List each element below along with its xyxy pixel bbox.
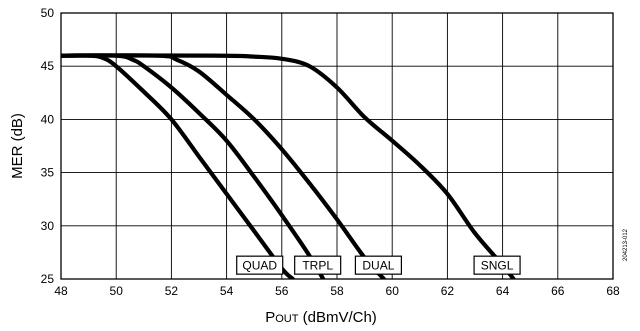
series-line-sngl: [61, 53, 516, 279]
y-tick-label: 45: [41, 59, 55, 73]
series-labels: QUAD TRPL DUAL SNGL: [236, 255, 521, 275]
x-axis-title: POUT (dBmV/Ch): [265, 309, 377, 326]
x-tick-label: 64: [496, 284, 510, 298]
series-label-text: DUAL: [362, 259, 394, 273]
x-axis-title-sub: OUT: [275, 313, 299, 325]
y-tick-label: 50: [41, 6, 55, 20]
x-axis-title-rest: (dBmV/Ch): [298, 309, 376, 326]
x-tick-label: 54: [220, 284, 234, 298]
x-tick-label: 48: [54, 284, 68, 298]
y-tick-label: 35: [41, 166, 55, 180]
y-tick-label: 40: [41, 112, 55, 126]
series-lines: [61, 53, 516, 279]
y-tick-label: 25: [41, 272, 55, 286]
series-label-box: [236, 255, 284, 275]
series-line-quad: [61, 53, 295, 279]
series-label-sngl: SNGL: [473, 255, 521, 275]
series-label-text: SNGL: [481, 259, 514, 273]
series-label-box: [354, 255, 402, 275]
series-label-quad: QUAD: [236, 255, 284, 275]
x-tick-labels: 48 50 52 54 56 58 60 62 64 66 68: [54, 284, 620, 298]
series-label-dual: DUAL: [354, 255, 402, 275]
series-line-trpl: [61, 53, 326, 279]
y-axis-title: MER (dB): [9, 113, 26, 179]
series-label-trpl: TRPL: [294, 255, 342, 275]
x-tick-label: 56: [275, 284, 289, 298]
y-tick-labels: 25 30 35 40 45 50: [41, 6, 55, 286]
x-tick-label: 68: [606, 284, 620, 298]
series-label-box: [294, 255, 342, 275]
plot-frame: [60, 12, 614, 280]
x-axis-title-main: P: [265, 309, 275, 326]
x-tick-label: 60: [386, 284, 400, 298]
x-tick-label: 52: [165, 284, 179, 298]
grid: [60, 12, 614, 280]
figure-code-label: 204213-012: [623, 228, 629, 261]
x-tick-label: 62: [441, 284, 455, 298]
x-tick-label: 66: [551, 284, 565, 298]
series-label-text: TRPL: [302, 259, 333, 273]
series-label-box: [473, 255, 521, 275]
x-tick-label: 58: [330, 284, 344, 298]
y-tick-label: 30: [41, 219, 55, 233]
x-tick-label: 50: [110, 284, 124, 298]
series-label-text: QUAD: [242, 259, 277, 273]
